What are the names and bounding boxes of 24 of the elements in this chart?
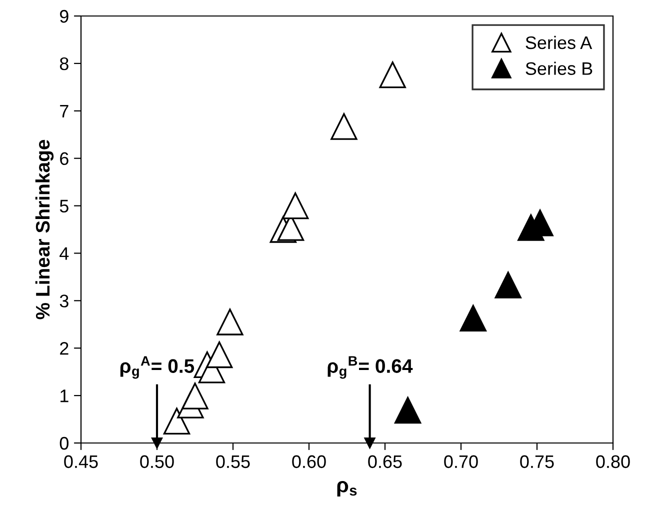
y-axis-title: % Linear Shrinkage (35, 140, 54, 320)
x-tick-label: 0.80 (596, 455, 630, 468)
x-tick-label: 0.75 (520, 455, 554, 468)
legend-label: Series B (526, 62, 592, 75)
y-tick-label: 0 (60, 436, 68, 450)
y-tick-label: 4 (60, 247, 69, 260)
x-tick-label: 0.60 (292, 455, 326, 468)
y-tick-label: 2 (60, 342, 68, 355)
x-axis-title: ρ$_{s}$ (337, 480, 357, 497)
y-tick-label: 1 (60, 390, 68, 402)
y-tick-label: 5 (60, 200, 68, 212)
x-tick-label: 0.45 (64, 455, 98, 468)
y-tick-label: 3 (60, 294, 68, 308)
x-tick-label: 0.70 (444, 455, 478, 468)
x-tick-label: 0.50 (140, 455, 174, 468)
x-tick-label: 0.65 (368, 455, 402, 468)
x-tick-label: 0.55 (216, 455, 250, 468)
ref-line-label: ρ$_{g}$$^{B}$= 0.64 (328, 356, 413, 379)
y-tick-label: 8 (60, 57, 68, 70)
y-tick-label: 6 (60, 152, 68, 166)
y-tick-label: 7 (60, 105, 68, 118)
y-tick-label: 9 (60, 10, 68, 23)
ref-line-label: ρ$_{g}$$^{A}$= 0.5 (120, 356, 194, 379)
legend-label: Series A (526, 36, 592, 50)
